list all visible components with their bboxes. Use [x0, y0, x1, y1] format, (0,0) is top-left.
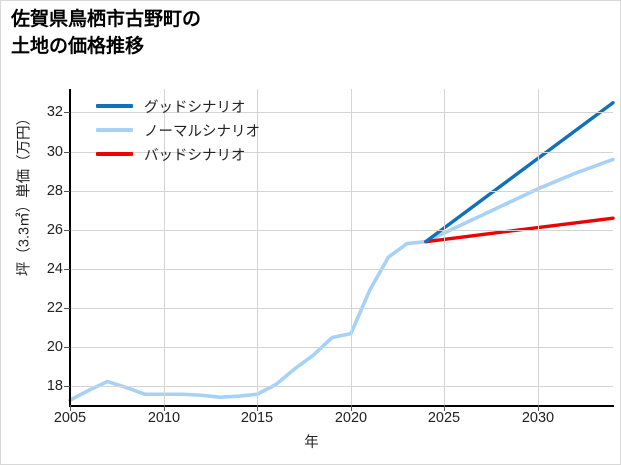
legend-item-normal[interactable]: ノーマルシナリオ: [96, 118, 260, 142]
y-tick-label: 18: [46, 378, 63, 394]
y-tick-label: 22: [46, 300, 63, 316]
legend: グッドシナリオ ノーマルシナリオ バッドシナリオ: [96, 94, 260, 166]
y-gridline: [70, 269, 613, 270]
y-axis-tick-labels: 18 20 22 24 26 28 30 32: [1, 1, 63, 464]
legend-swatch-bad: [96, 152, 133, 156]
x-gridline: [351, 89, 352, 406]
x-tick-label: 2005: [53, 410, 87, 426]
y-tick-label: 20: [46, 339, 63, 355]
legend-swatch-good: [96, 104, 133, 108]
y-axis-line: [69, 89, 71, 407]
series-lines: [68, 100, 615, 402]
series-line-good: [424, 100, 615, 244]
y-gridline: [70, 347, 613, 348]
x-tick-label: 2020: [334, 410, 368, 426]
legend-item-bad[interactable]: バッドシナリオ: [96, 142, 260, 166]
y-tick-label: 26: [46, 222, 63, 238]
y-gridline: [70, 308, 613, 309]
series-line-bad: [424, 216, 615, 244]
series-line-normal: [68, 157, 615, 402]
y-tick-label: 32: [46, 104, 63, 120]
y-tick-mark: [64, 269, 70, 270]
x-axis-title: 年: [304, 435, 319, 451]
x-gridline: [257, 89, 258, 406]
legend-item-good[interactable]: グッドシナリオ: [96, 94, 260, 118]
x-gridline: [164, 89, 165, 406]
x-tick-mark: [351, 405, 352, 411]
y-tick-mark: [64, 386, 70, 387]
x-axis-line: [69, 405, 614, 407]
y-tick-mark: [64, 347, 70, 348]
y-tick-label: 30: [46, 144, 63, 160]
y-gridline: [70, 191, 613, 192]
y-gridline: [70, 112, 613, 113]
x-tick-mark: [257, 405, 258, 411]
x-gridline: [444, 89, 445, 406]
y-gridline: [70, 152, 613, 153]
y-axis-title: 坪（3.3㎡）単価（万円）: [16, 110, 33, 277]
legend-label-normal: ノーマルシナリオ: [144, 123, 260, 140]
y-tick-label: 24: [46, 261, 63, 277]
x-tick-label: 2025: [427, 410, 461, 426]
x-tick-mark: [538, 405, 539, 411]
plot-area: [68, 89, 615, 406]
x-tick-label: 2030: [521, 410, 555, 426]
y-tick-mark: [64, 112, 70, 113]
y-tick-mark: [64, 308, 70, 309]
x-tick-mark: [444, 405, 445, 411]
x-tick-label: 2010: [147, 410, 181, 426]
x-tick-label: 2015: [240, 410, 274, 426]
x-gridline: [538, 89, 539, 406]
legend-label-good: グッドシナリオ: [144, 99, 246, 116]
page-title: 佐賀県鳥栖市古野町の 土地の価格推移: [11, 9, 202, 57]
legend-label-bad: バッドシナリオ: [144, 147, 246, 164]
y-gridline: [70, 386, 613, 387]
x-tick-mark: [70, 405, 71, 411]
y-tick-mark: [64, 152, 70, 153]
legend-swatch-normal: [96, 128, 133, 132]
y-tick-mark: [64, 191, 70, 192]
y-tick-mark: [64, 230, 70, 231]
y-tick-label: 28: [46, 183, 63, 199]
x-tick-mark: [164, 405, 165, 411]
y-gridline: [70, 230, 613, 231]
